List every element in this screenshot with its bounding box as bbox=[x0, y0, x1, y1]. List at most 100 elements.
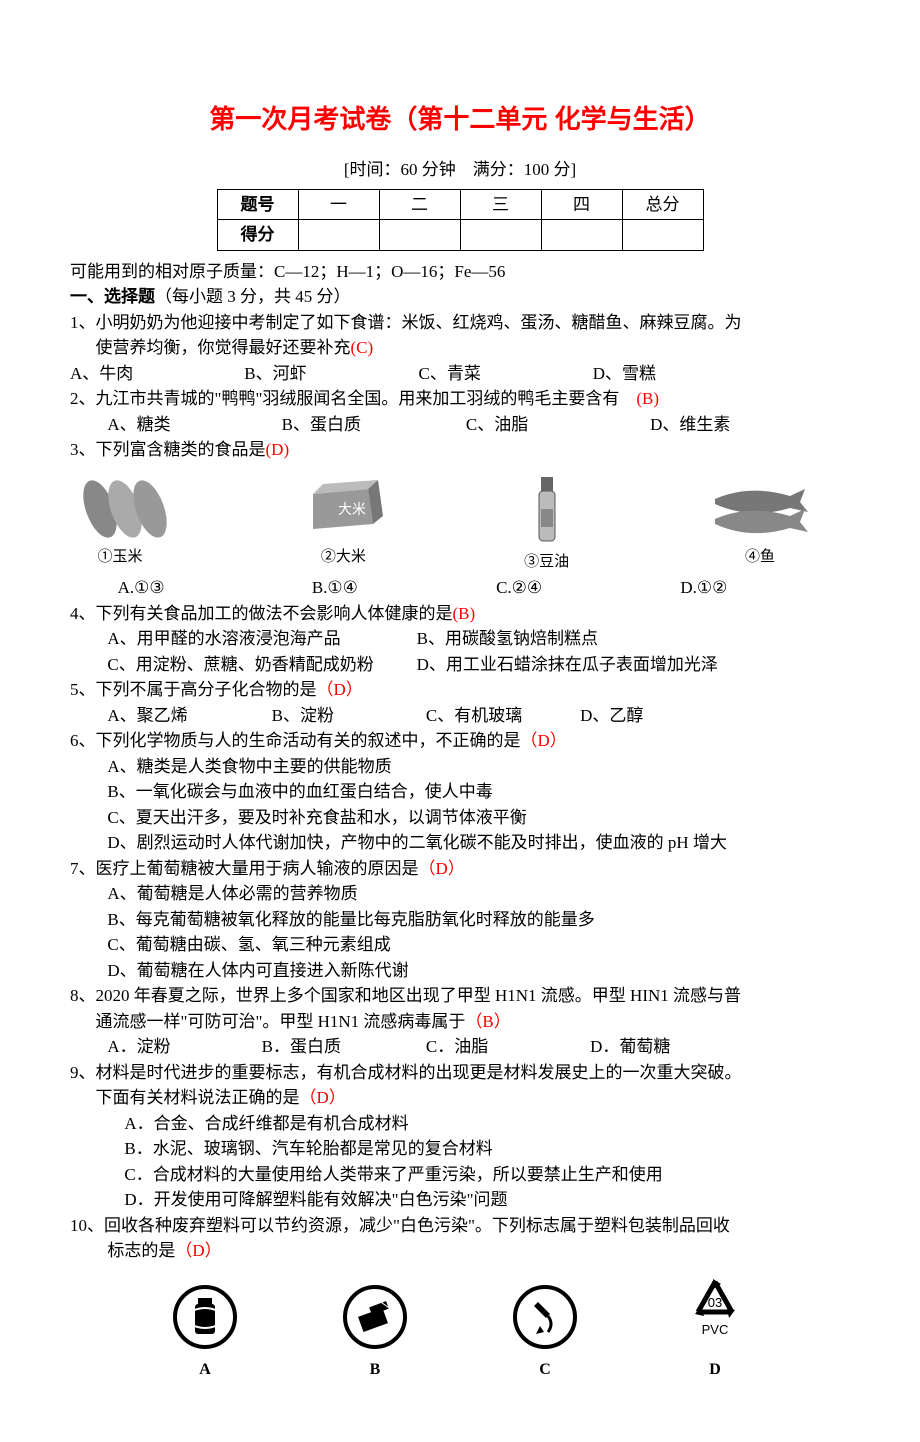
q3-images: ①玉米 大米 ②大米 ③豆油 ④鱼 bbox=[70, 469, 850, 574]
q3-optB: B.①④ bbox=[312, 575, 492, 601]
q4-opts-row1: A、用甲醛的水溶液浸泡海产品 B、用碳酸氢钠焙制糕点 bbox=[107, 626, 850, 652]
pvc-label: PVC bbox=[702, 1322, 729, 1337]
q2: 2、九江市共青城的"鸭鸭"羽绒服闻名全国。用来加工羽绒的鸭毛主要含有 (B) bbox=[70, 386, 850, 412]
section1-header: 一、选择题（每小题 3 分，共 45 分） bbox=[70, 284, 850, 310]
q3-cap1: ①玉米 bbox=[70, 546, 170, 569]
score-cell bbox=[298, 220, 379, 251]
q5-answer: （D） bbox=[317, 680, 363, 699]
exam-page: 第一次月考试卷（第十二单元 化学与生活） [时间：60 分钟 满分：100 分]… bbox=[0, 0, 920, 1442]
q8-optC: C．油脂 bbox=[426, 1034, 586, 1060]
q4-opts-row2: C、用淀粉、蔗糖、奶香精配成奶粉 D、用工业石蜡涂抹在瓜子表面增加光泽 bbox=[107, 652, 850, 678]
q3-optA: A.①③ bbox=[118, 575, 308, 601]
q5-stem: 5、下列不属于高分子化合物的是 bbox=[70, 680, 317, 699]
q5-optB: B、淀粉 bbox=[272, 703, 422, 729]
score-col: 三 bbox=[460, 189, 541, 220]
row-label-score: 得分 bbox=[217, 220, 298, 251]
section1-title: 一、选择题 bbox=[70, 287, 155, 306]
q10-iconB: B bbox=[340, 1282, 410, 1382]
q3-stem: 3、下列富含糖类的食品是 bbox=[70, 440, 266, 459]
q8-optB: B．蛋白质 bbox=[262, 1034, 422, 1060]
q6-stem: 6、下列化学物质与人的生命活动有关的叙述中，不正确的是 bbox=[70, 731, 521, 750]
q2-optB: B、蛋白质 bbox=[282, 412, 462, 438]
q3-img-fish: ④鱼 bbox=[700, 474, 820, 569]
q10-labelB: B bbox=[340, 1358, 410, 1382]
q3: 3、下列富含糖类的食品是(D) bbox=[70, 437, 850, 463]
q3-cap2: ②大米 bbox=[293, 546, 393, 569]
q10-answer: （D） bbox=[175, 1241, 221, 1260]
row-label-number: 题号 bbox=[217, 189, 298, 220]
q4-optC: C、用淀粉、蔗糖、奶香精配成奶粉 bbox=[107, 652, 412, 678]
q1-optC: C、青菜 bbox=[419, 361, 589, 387]
q4-answer: (B) bbox=[453, 604, 476, 623]
atomic-masses: 可能用到的相对原子质量：C—12；H—1；O—16；Fe—56 bbox=[70, 259, 850, 285]
q2-answer: (B) bbox=[636, 389, 659, 408]
q3-cap3: ③豆油 bbox=[517, 551, 577, 574]
q6-optA: A、糖类是人类食物中主要的供能物质 bbox=[107, 754, 850, 780]
q1-stem1: 1、小明奶奶为他迎接中考制定了如下食谱：米饭、红烧鸡、蛋汤、糖醋鱼、麻辣豆腐。为 bbox=[70, 313, 742, 332]
q5-optA: A、聚乙烯 bbox=[107, 703, 267, 729]
q10-iconD: 03 PVC D bbox=[680, 1274, 750, 1382]
q10-iconA: A bbox=[170, 1282, 240, 1382]
q1-optA: A、牛肉 bbox=[70, 361, 240, 387]
q8-answer: （B） bbox=[465, 1012, 510, 1031]
q2-optD: D、维生素 bbox=[650, 412, 730, 438]
time-score-meta: [时间：60 分钟 满分：100 分] bbox=[70, 157, 850, 183]
q3-options: A.①③ B.①④ C.②④ D.①② bbox=[118, 575, 850, 601]
score-col: 二 bbox=[379, 189, 460, 220]
q3-img-rice: 大米 ②大米 bbox=[293, 474, 393, 569]
q9-optC: C．合成材料的大量使用给人类带来了严重污染，所以要禁止生产和使用 bbox=[124, 1162, 850, 1188]
q10-labelD: D bbox=[680, 1358, 750, 1382]
q7-optA: A、葡萄糖是人体必需的营养物质 bbox=[107, 881, 850, 907]
score-cell bbox=[460, 220, 541, 251]
q8-stem2: 通流感一样"可防可治"。甲型 H1N1 流感病毒属于 bbox=[96, 1012, 466, 1031]
q5-options: A、聚乙烯 B、淀粉 C、有机玻璃 D、乙醇 bbox=[107, 703, 850, 729]
section1-note: （每小题 3 分，共 45 分） bbox=[155, 287, 351, 306]
q6-optB: B、一氧化碳会与血液中的血红蛋白结合，使人中毒 bbox=[107, 779, 850, 805]
q10: 10、回收各种废弃塑料可以节约资源，减少"白色污染"。下列标志属于塑料包装制品回… bbox=[70, 1213, 850, 1264]
q6-optD: D、剧烈运动时人体代谢加快，产物中的二氧化碳不能及时排出，使血液的 pH 增大 bbox=[107, 830, 850, 856]
q3-optC: C.②④ bbox=[496, 575, 676, 601]
q3-img-oil: ③豆油 bbox=[517, 469, 577, 574]
q7-answer: （D） bbox=[419, 859, 465, 878]
q10-labelA: A bbox=[170, 1358, 240, 1382]
q9-optD: D．开发使用可降解塑料能有效解决"白色污染"问题 bbox=[124, 1187, 850, 1213]
q6: 6、下列化学物质与人的生命活动有关的叙述中，不正确的是（D） bbox=[70, 728, 850, 754]
q6-answer: （D） bbox=[521, 731, 567, 750]
q7: 7、医疗上葡萄糖被大量用于病人输液的原因是（D） bbox=[70, 856, 850, 882]
exam-title: 第一次月考试卷（第十二单元 化学与生活） bbox=[70, 100, 850, 139]
q2-stem: 2、九江市共青城的"鸭鸭"羽绒服闻名全国。用来加工羽绒的鸭毛主要含有 bbox=[70, 389, 636, 408]
q1: 1、小明奶奶为他迎接中考制定了如下食谱：米饭、红烧鸡、蛋汤、糖醋鱼、麻辣豆腐。为… bbox=[70, 310, 850, 361]
score-col: 一 bbox=[298, 189, 379, 220]
q4-optB: B、用碳酸氢钠焙制糕点 bbox=[417, 629, 598, 648]
q8-options: A．淀粉 B．蛋白质 C．油脂 D．葡萄糖 bbox=[107, 1034, 850, 1060]
q8-optD: D．葡萄糖 bbox=[590, 1034, 670, 1060]
q4-stem: 4、下列有关食品加工的做法不会影响人体健康的是 bbox=[70, 604, 453, 623]
q9-stem2: 下面有关材料说法正确的是 bbox=[96, 1088, 300, 1107]
q10-stem1: 10、回收各种废弃塑料可以节约资源，减少"白色污染"。下列标志属于塑料包装制品回… bbox=[70, 1216, 730, 1235]
pvc-number: 03 bbox=[708, 1295, 722, 1310]
q7-optB: B、每克葡萄糖被氧化释放的能量比每克脂肪氧化时释放的能量多 bbox=[107, 907, 850, 933]
q10-labelC: C bbox=[510, 1358, 580, 1382]
q2-optC: C、油脂 bbox=[466, 412, 646, 438]
q1-answer: (C) bbox=[351, 338, 374, 357]
score-col: 四 bbox=[541, 189, 622, 220]
q9-answer: （D） bbox=[300, 1088, 346, 1107]
q1-stem2: 使营养均衡，你觉得最好还要补充 bbox=[96, 338, 351, 357]
q3-cap4: ④鱼 bbox=[700, 546, 820, 569]
q10-stem2: 标志的是 bbox=[107, 1241, 175, 1260]
q8-optA: A．淀粉 bbox=[107, 1034, 257, 1060]
q3-optD: D.①② bbox=[680, 575, 727, 601]
q8-stem1: 8、2020 年春夏之际，世界上多个国家和地区出现了甲型 H1N1 流感。甲型 … bbox=[70, 986, 741, 1005]
q5-optC: C、有机玻璃 bbox=[426, 703, 576, 729]
q4-optA: A、用甲醛的水溶液浸泡海产品 bbox=[107, 626, 412, 652]
q10-iconC: C bbox=[510, 1282, 580, 1382]
q1-options: A、牛肉 B、河虾 C、青菜 D、雪糕 bbox=[70, 361, 850, 387]
q9-optA: A．合金、合成纤维都是有机合成材料 bbox=[124, 1111, 850, 1137]
q7-optC: C、葡萄糖由碳、氢、氧三种元素组成 bbox=[107, 932, 850, 958]
score-cell bbox=[541, 220, 622, 251]
svg-text:大米: 大米 bbox=[338, 502, 366, 518]
q6-optC: C、夏天出汗多，要及时补充食盐和水，以调节体液平衡 bbox=[107, 805, 850, 831]
q7-stem: 7、医疗上葡萄糖被大量用于病人输液的原因是 bbox=[70, 859, 419, 878]
q5-optD: D、乙醇 bbox=[580, 703, 643, 729]
q7-optD: D、葡萄糖在人体内可直接进入新陈代谢 bbox=[107, 958, 850, 984]
